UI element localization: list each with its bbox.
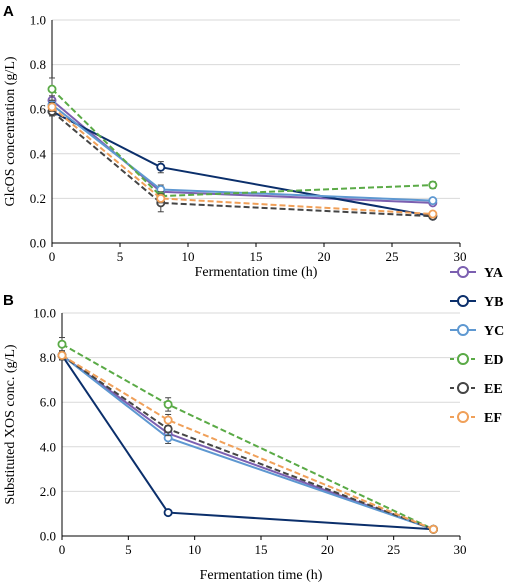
x-tick-label: 0	[49, 249, 56, 264]
x-tick-label: 25	[386, 249, 399, 264]
series-line	[51, 99, 433, 204]
x-tick-label: 10	[182, 249, 195, 264]
panel-label: A	[3, 3, 14, 20]
series-yb	[47, 106, 438, 221]
x-tick-label: 5	[117, 249, 124, 264]
y-axis-title: GlcOS concentration (g/L)	[3, 56, 18, 206]
y-axis-title: Substituted XOS conc. (g/L)	[3, 344, 18, 505]
x-axis-title: Fermentation time (h)	[200, 568, 323, 583]
y-tick-label: 0.0	[30, 236, 46, 251]
legend-marker	[457, 295, 469, 307]
x-axis-title: Fermentation time (h)	[195, 265, 318, 280]
data-point	[163, 415, 173, 425]
y-tick-label: 0.4	[30, 146, 47, 161]
series-line	[61, 354, 434, 531]
legend-label: YB	[484, 295, 503, 310]
panel-a: A 0.0 0.2 0.4 0.6 0.8 1.0 0 5 10 15 20 25 30 Fermentat…	[3, 3, 467, 280]
series-line	[51, 106, 433, 216]
data-point	[428, 209, 438, 219]
x-tick-label: 15	[250, 249, 263, 264]
x-tick-label: 15	[255, 542, 268, 557]
y-tick-label: 0.6	[30, 102, 47, 117]
data-point	[428, 524, 438, 534]
series-ef	[47, 102, 438, 219]
y-tick-label: 0.0	[40, 529, 56, 544]
x-tick-label: 20	[321, 542, 334, 557]
x-tick-label: 0	[59, 542, 66, 557]
data-point	[156, 193, 166, 203]
y-tick-label: 1.0	[30, 13, 46, 28]
data-point	[163, 424, 173, 434]
series-ya	[47, 95, 438, 208]
series-yc	[47, 99, 438, 206]
legend-label: YA	[484, 266, 504, 281]
y-tick-label: 6.0	[40, 395, 56, 410]
y-tick-label: 2.0	[40, 484, 56, 499]
y-tick-label: 0.8	[30, 57, 46, 72]
legend-marker	[457, 266, 469, 278]
x-tick-label: 30	[454, 249, 467, 264]
x-tick-label: 10	[188, 542, 201, 557]
data-point	[47, 84, 57, 94]
legend-marker	[457, 411, 469, 423]
y-tick-label: 8.0	[40, 350, 56, 365]
legend-item-ya: YA	[450, 266, 504, 281]
data-point	[47, 102, 57, 112]
x-tick-label: 5	[125, 542, 132, 557]
y-tick-label: 4.0	[40, 439, 56, 454]
series-line	[51, 110, 433, 218]
legend-label: YC	[484, 324, 504, 339]
series-ee	[47, 106, 438, 221]
data-point	[163, 399, 173, 409]
series-line	[51, 88, 433, 198]
legend-item-yc: YC	[450, 324, 504, 339]
data-point	[163, 508, 173, 518]
x-tick-label: 25	[387, 542, 400, 557]
series-ef	[57, 350, 438, 534]
data-point	[57, 350, 67, 360]
legend-item-ed: ED	[450, 353, 503, 368]
legend-marker	[457, 353, 469, 365]
legend-item-yb: YB	[450, 295, 503, 310]
x-tick-label: 20	[318, 249, 331, 264]
data-point	[428, 180, 438, 190]
legend-item-ef: EF	[450, 411, 502, 426]
legend-item-ee: EE	[450, 382, 503, 397]
x-tick-label: 30	[454, 542, 467, 557]
legend-marker	[457, 324, 469, 336]
legend-label: EE	[484, 382, 503, 397]
data-point	[156, 162, 166, 172]
legend: YA YB YC ED EE EF	[450, 266, 504, 426]
data-point	[428, 196, 438, 206]
panel-label: B	[3, 292, 14, 309]
legend-marker	[457, 382, 469, 394]
legend-label: EF	[484, 411, 502, 426]
panel-b: B 0.0 2.0 4.0 6.0 8.0 10.0 0 5 10 15 20 25 30 Fermenta…	[3, 292, 467, 583]
y-tick-label: 0.2	[30, 191, 46, 206]
data-point	[57, 339, 67, 349]
series-line	[51, 103, 433, 202]
legend-label: ED	[484, 353, 503, 368]
y-tick-label: 10.0	[33, 306, 56, 321]
